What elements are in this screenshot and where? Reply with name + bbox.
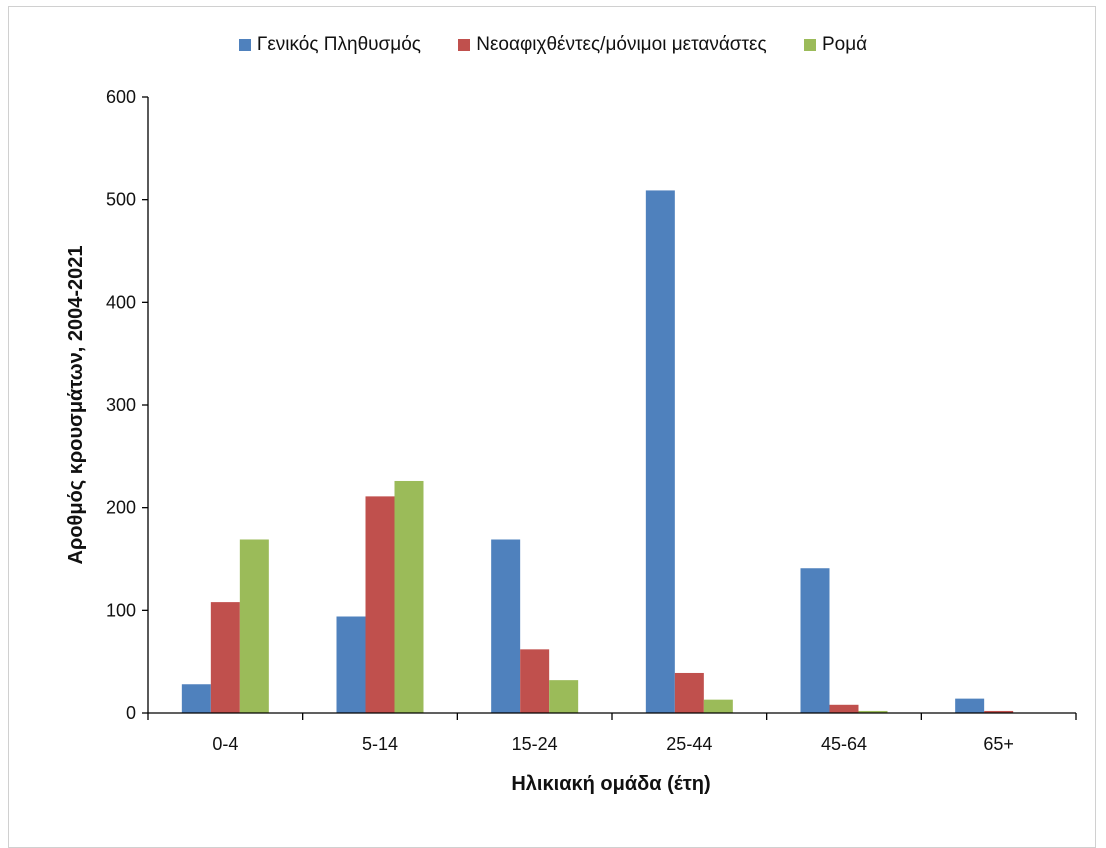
x-tick-label: 45-64 [821, 734, 867, 754]
legend-swatch [238, 39, 251, 51]
bar [394, 480, 424, 713]
bar [549, 680, 579, 713]
bar [491, 539, 521, 713]
y-tick-label: 300 [106, 395, 136, 415]
bar [858, 710, 888, 713]
bar [955, 698, 985, 713]
legend-item-migrants: Νεοαφιχθέντες/μόνιμοι μετανάστες [458, 34, 767, 56]
bar [181, 684, 211, 713]
y-tick-label: 600 [106, 87, 136, 107]
bar [239, 539, 269, 713]
legend-item-roma: Ρομά [803, 34, 868, 56]
legend: Γενικός Πληθυσμός Νεοαφιχθέντες/μόνιμοι … [0, 34, 1106, 57]
y-tick-label: 400 [106, 292, 136, 312]
axes-group: 0 100 200 300 400 500 600 0-4 5-14 15-24 25-44 45-6… [106, 87, 1077, 754]
bar [984, 710, 1014, 713]
bar [210, 602, 240, 713]
x-axis-title: Ηλικιακή ομάδα (έτη) [511, 773, 710, 795]
x-tick-label: 25-44 [666, 734, 712, 754]
legend-swatch [458, 39, 471, 51]
bar [703, 699, 733, 713]
legend-label: Ρομά [821, 34, 868, 55]
bar [336, 616, 366, 713]
bar [674, 672, 704, 713]
x-tick-label: 5-14 [362, 734, 398, 754]
bar [645, 190, 675, 714]
y-axis-title: Αροθμός κρουσμάτων, 2004-2021 [65, 246, 87, 565]
legend-label: Γενικός Πληθυσμός [256, 34, 421, 55]
bar [800, 568, 830, 713]
y-tick-label: 500 [106, 190, 136, 210]
bar [520, 649, 550, 713]
legend-label: Νεοαφιχθέντες/μόνιμοι μετανάστες [476, 34, 767, 55]
bar [829, 704, 859, 713]
x-tick-label: 15-24 [512, 734, 558, 754]
x-tick-label: 0-4 [212, 734, 238, 754]
y-tick-label: 200 [106, 498, 136, 518]
bars-group [181, 190, 1014, 714]
bar-chart: 0 100 200 300 400 500 600 0-4 5-14 15-24 25-44 45-6… [65, 87, 1077, 795]
y-tick-label: 100 [106, 600, 136, 620]
y-tick-label: 0 [126, 703, 136, 723]
legend-swatch [803, 39, 816, 51]
bar [365, 496, 395, 713]
legend-item-general-population: Γενικός Πληθυσμός [238, 34, 421, 56]
x-tick-label: 65+ [983, 734, 1014, 754]
